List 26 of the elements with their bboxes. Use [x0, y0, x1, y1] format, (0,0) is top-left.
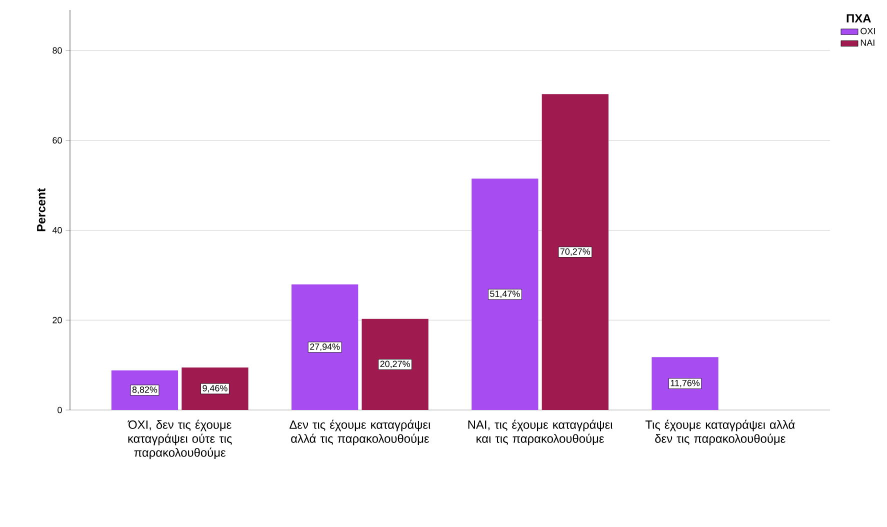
bar — [292, 284, 358, 410]
bar — [652, 357, 718, 410]
x-tick-label: Τις έχουμε καταγράψει αλλά δεν τις παρακολουθούμε — [645, 420, 795, 446]
x-tick-label: ΌΧΙ, δεν τις έχουμε καταγράψει ούτε τις παρακολουθούμε — [128, 420, 232, 460]
data-label: 70,27% — [560, 248, 590, 256]
data-label: 51,47% — [490, 290, 520, 298]
y-tick-label: 40 — [52, 227, 62, 234]
bar — [472, 178, 538, 410]
bar — [182, 367, 248, 410]
y-axis-title: Percent — [37, 188, 46, 232]
x-tick-label: Δεν τις έχουμε καταγράψει αλλά τις παρακολουθούμε — [290, 420, 430, 446]
x-tick-label: ΝΑΙ, τις έχουμε καταγράψει και τις παρακολουθούμε — [468, 420, 612, 446]
data-label: 20,27% — [380, 360, 410, 368]
legend-title: ΠΧΑ — [846, 14, 871, 22]
legend-label: ΟΧΙ — [860, 28, 875, 34]
y-tick-label: 0 — [58, 406, 62, 414]
data-label: 9,46% — [202, 385, 228, 392]
legend-label: ΝΑΙ — [860, 40, 874, 46]
y-tick-label: 80 — [52, 47, 62, 54]
data-label: 27,94% — [310, 344, 340, 351]
bar — [542, 94, 608, 410]
data-label: 8,82% — [132, 386, 158, 394]
bar — [362, 318, 428, 410]
data-label: 11,76% — [670, 380, 700, 388]
y-tick-label: 60 — [52, 137, 62, 144]
y-tick-label: 20 — [52, 316, 62, 324]
